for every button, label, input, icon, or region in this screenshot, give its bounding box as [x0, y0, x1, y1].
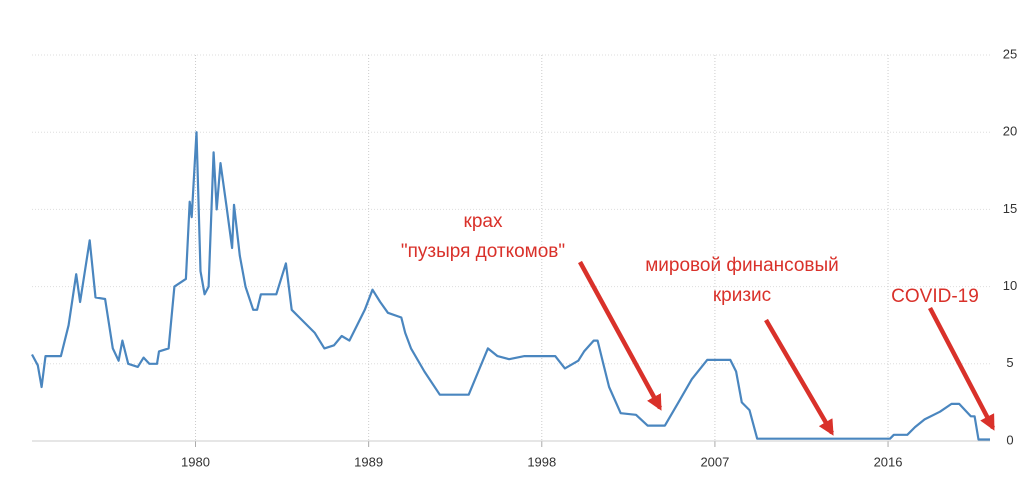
x-tick-label: 1989: [354, 454, 383, 469]
x-tick-label: 1998: [527, 454, 556, 469]
arrow: [764, 318, 834, 436]
annotation: кризис: [713, 285, 771, 306]
x-tick-label: 2007: [700, 454, 729, 469]
y-tick-label: 10: [1003, 278, 1017, 293]
annotation: "пузыря доткомов": [401, 241, 565, 262]
y-tick-label: 25: [1003, 46, 1017, 61]
annotation: крах: [464, 211, 503, 232]
axes: 0 5 10 15 20 25 1980 1989 1998 2007 2016: [32, 46, 1017, 469]
arrow: [578, 260, 662, 411]
y-tick-label: 5: [1006, 355, 1013, 370]
arrow: [928, 306, 995, 431]
y-tick-label: 0: [1006, 432, 1013, 447]
annotation: мировой финансовый: [645, 255, 839, 276]
y-tick-label: 15: [1003, 201, 1017, 216]
x-tick-label: 1980: [181, 454, 210, 469]
annotation: COVID-19: [891, 286, 979, 307]
y-tick-label: 20: [1003, 124, 1017, 139]
x-tick-label: 2016: [874, 454, 903, 469]
arrows: [578, 260, 995, 436]
data-line: [31, 131, 990, 441]
